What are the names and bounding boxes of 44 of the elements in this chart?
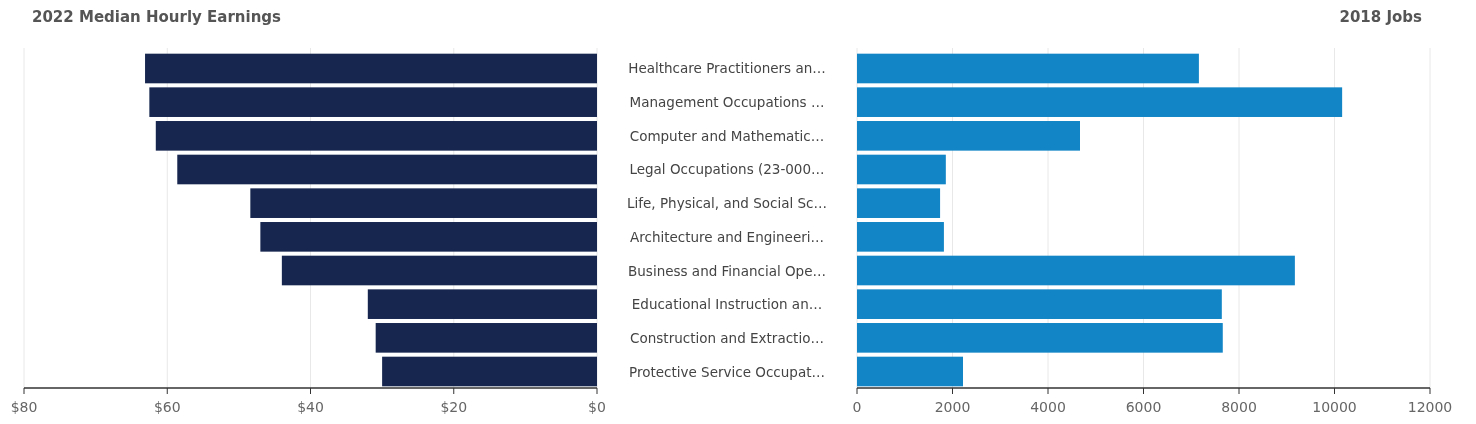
bar	[155, 121, 597, 151]
bar	[857, 255, 1295, 286]
bar	[857, 323, 1223, 353]
bar	[382, 356, 597, 387]
y-tick-label: Management Occupations …	[629, 94, 825, 111]
y-tick-label: Construction and Extractio…	[630, 329, 824, 346]
bar	[375, 323, 597, 353]
bar	[857, 289, 1222, 319]
bar	[857, 222, 944, 252]
bar	[281, 255, 597, 286]
x-tick-label: 0	[852, 399, 862, 415]
bar	[177, 154, 597, 185]
y-tick-label: Educational Instruction an…	[631, 296, 823, 313]
y-tick-label: Healthcare Practitioners an…	[628, 60, 826, 77]
bar	[857, 356, 964, 387]
bar	[857, 188, 941, 218]
y-tick-label: Legal Occupations (23-000…	[629, 161, 825, 178]
y-tick-label: Life, Physical, and Social Sc…	[627, 195, 827, 212]
y-tick-label: Protective Service Occupat…	[629, 363, 825, 380]
bar	[857, 154, 946, 185]
x-tick-label: 2000	[934, 399, 971, 415]
x-tick-label: 10000	[1312, 399, 1357, 415]
bar	[367, 289, 597, 319]
bar	[857, 87, 1343, 117]
x-tick-label: $60	[153, 399, 181, 415]
x-tick-label: 12000	[1407, 399, 1453, 415]
x-tick-label: $40	[297, 399, 324, 415]
bar	[857, 53, 1199, 84]
x-tick-label: $80	[10, 399, 38, 415]
y-tick-label: Architecture and Engineeri…	[629, 228, 825, 245]
bar	[260, 222, 597, 252]
bar	[149, 87, 597, 117]
y-tick-label: Computer and Mathematic…	[629, 127, 825, 144]
bar	[250, 188, 597, 218]
x-tick-label: 8000	[1221, 399, 1257, 415]
x-tick-label: 4000	[1030, 399, 1066, 415]
chart-title: 2018 Jobs	[1339, 8, 1423, 26]
y-tick-label: Business and Financial Ope…	[628, 262, 826, 279]
bar	[857, 121, 1080, 151]
chart-title: 2022 Median Hourly Earnings	[32, 8, 282, 26]
bar	[145, 53, 597, 84]
x-tick-label: $0	[588, 399, 606, 415]
x-tick-label: $20	[440, 399, 468, 415]
x-tick-label: 6000	[1125, 399, 1162, 415]
